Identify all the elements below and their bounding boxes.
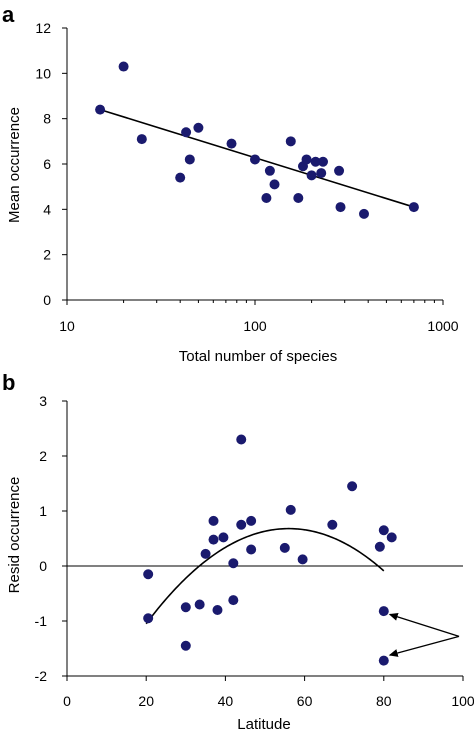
data-point <box>236 434 247 445</box>
x-tick-label: 100 <box>243 318 267 334</box>
panel-a-x-ticks: 10 100 1000 <box>59 300 459 334</box>
y-tick-label: -1 <box>35 613 48 629</box>
data-point <box>136 134 147 145</box>
data-point <box>246 515 257 526</box>
panel-b-x-label: Latitude <box>237 716 290 733</box>
data-point <box>250 154 260 165</box>
data-point <box>310 156 321 167</box>
x-tick-label: 10 <box>59 318 75 334</box>
panel-b-curve <box>145 527 385 625</box>
data-point <box>285 136 296 147</box>
panel-a-label: a <box>2 2 15 27</box>
data-point <box>264 165 275 176</box>
data-point <box>378 525 389 536</box>
data-point <box>301 154 312 165</box>
data-point <box>378 606 389 617</box>
data-point <box>236 519 247 530</box>
data-point <box>193 122 204 133</box>
data-point <box>327 519 338 530</box>
data-point <box>378 655 389 666</box>
panel-b-y-ticks: -2 -1 0 1 2 3 <box>35 393 67 684</box>
y-tick-label: 3 <box>39 393 47 409</box>
data-point <box>374 541 385 552</box>
annotation-arrow <box>388 635 460 657</box>
data-point <box>180 602 191 613</box>
data-point <box>208 515 219 526</box>
panel-b-points <box>143 434 397 666</box>
data-point <box>143 613 154 624</box>
y-tick-label: 1 <box>39 503 47 519</box>
panel-a-points <box>95 61 419 219</box>
data-point <box>297 554 308 565</box>
data-point <box>334 165 345 176</box>
x-tick-label: 80 <box>376 693 392 709</box>
panel-a-y-label: Mean occurrence <box>6 107 23 223</box>
panel-a-x-label: Total number of species <box>179 348 337 365</box>
data-point <box>335 202 346 213</box>
y-tick-label: 6 <box>43 156 51 172</box>
panel-b-axes <box>66 401 463 677</box>
y-tick-label: 10 <box>35 65 51 81</box>
data-point <box>184 154 195 165</box>
data-point <box>175 172 186 183</box>
data-point <box>293 193 304 203</box>
data-point <box>358 208 369 219</box>
data-point <box>261 193 272 203</box>
panel-b-arrows <box>388 613 460 657</box>
panel-a: a 10 100 1000 0 2 4 6 8 10 12 Total number of sp… <box>2 2 459 365</box>
data-point <box>269 179 280 190</box>
y-tick-label: 4 <box>43 201 51 217</box>
data-point <box>386 532 397 543</box>
y-tick-label: -2 <box>35 668 48 684</box>
panel-b-y-label: Resid occurrence <box>6 477 23 594</box>
data-point <box>226 138 237 149</box>
y-tick-label: 2 <box>43 247 51 263</box>
data-point <box>279 542 290 553</box>
data-point <box>200 548 211 559</box>
fit-curve <box>145 527 385 625</box>
panel-b-label: b <box>2 370 15 395</box>
data-point <box>95 104 106 115</box>
data-point <box>246 544 257 555</box>
y-tick-label: 0 <box>39 558 47 574</box>
data-point <box>285 504 296 515</box>
y-tick-label: 0 <box>43 292 51 308</box>
y-tick-label: 2 <box>39 448 47 464</box>
x-tick-label: 1000 <box>427 318 458 334</box>
data-point <box>194 599 205 610</box>
data-point <box>208 534 219 545</box>
data-point <box>408 202 419 213</box>
data-point <box>228 558 239 569</box>
panel-b-x-ticks: 0 20 40 60 80 100 <box>63 676 474 709</box>
data-point <box>347 481 358 492</box>
y-tick-label: 8 <box>43 111 51 127</box>
data-point <box>316 168 327 179</box>
data-point <box>318 156 329 167</box>
x-tick-label: 40 <box>218 693 234 709</box>
data-point <box>228 595 239 606</box>
panel-b: b 0 20 40 60 80 100 -2 -1 0 1 2 3 Latitude Resid o… <box>2 370 474 733</box>
data-point <box>180 640 191 651</box>
x-tick-label: 20 <box>138 693 154 709</box>
data-point <box>118 61 129 72</box>
data-point <box>306 170 317 181</box>
x-tick-label: 60 <box>297 693 313 709</box>
x-tick-label: 100 <box>451 693 474 709</box>
data-point <box>181 127 192 138</box>
data-point <box>212 605 223 615</box>
data-point <box>143 569 154 580</box>
annotation-arrow <box>388 613 460 638</box>
x-tick-label: 0 <box>63 693 71 709</box>
panel-a-y-ticks: 0 2 4 6 8 10 12 <box>35 20 67 308</box>
data-point <box>218 532 229 543</box>
y-tick-label: 12 <box>35 20 51 36</box>
